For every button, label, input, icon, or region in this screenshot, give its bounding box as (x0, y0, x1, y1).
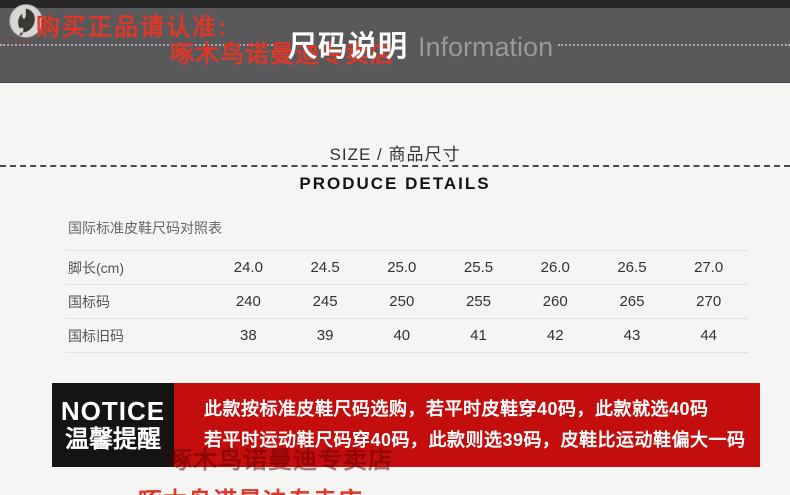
table-row-old-code: 国标旧码 38 39 40 41 42 43 44 (66, 318, 747, 353)
table-cell: 255 (466, 293, 492, 310)
table-cell: 42 (546, 327, 564, 344)
table-cell: 40 (393, 327, 411, 344)
table-cell: 44 (700, 327, 718, 344)
table-cell: 245 (312, 293, 338, 310)
row-label: 国标码 (68, 293, 110, 310)
notice-message: 此款按标准皮鞋尺码选购，若平时皮鞋穿40码，此款就选40码 若平时运动鞋尺码穿4… (174, 383, 760, 467)
table-cell: 25.5 (463, 259, 494, 276)
authenticity-watermark-brand: 啄木鸟诺曼迪专卖店 (170, 41, 395, 68)
section-title-en: Information (418, 32, 554, 62)
brand-mini-label: 啄木鸟 (7, 39, 34, 46)
table-cell: 24.0 (233, 259, 263, 276)
header: 啄木鸟 购买正品请认准: 啄木鸟诺曼迪专卖店 尺码说明 Information (0, 0, 790, 83)
notice-message-line2: 若平时运动鞋尺码穿40码，此款则选39码，皮鞋比运动鞋偏大一码 (204, 430, 746, 450)
notice-label-cn: 温馨提醒 (65, 425, 161, 453)
notice-label-box: NOTICE 温馨提醒 (52, 383, 174, 467)
notice-label-en: NOTICE (60, 395, 166, 426)
table-cell: 24.5 (310, 259, 340, 276)
table-cell: 250 (389, 293, 415, 310)
authenticity-watermark-line1: 购买正品请认准: (36, 14, 228, 41)
table-cell: 26.0 (540, 259, 570, 276)
table-cell: 38 (240, 327, 257, 344)
section-title: 尺码说明 Information (288, 23, 553, 65)
table-row-national-code: 国标码 240 245 250 255 260 265 270 (66, 284, 747, 318)
row-label: 脚长(cm) (68, 259, 124, 276)
produce-details-heading: PRODUCE DETAILS (299, 174, 491, 193)
dotted-divider-right (558, 44, 790, 46)
woodpecker-badge-icon (9, 4, 43, 38)
table-row-foot-length: 脚长(cm) 24.0 24.5 25.0 25.5 26.0 26.5 27.… (66, 250, 747, 284)
table-cell: 27.0 (694, 259, 724, 276)
row-label: 国标旧码 (68, 327, 124, 344)
table-cell: 41 (470, 327, 487, 344)
header-top-strip (0, 0, 790, 8)
table-cell: 240 (235, 293, 261, 310)
dotted-divider-left (0, 44, 276, 46)
section-title-cn: 尺码说明 (288, 31, 409, 63)
dashed-divider (0, 165, 790, 167)
notice-message-line1: 此款按标准皮鞋尺码选购，若平时皮鞋穿40码，此款就选40码 (204, 399, 709, 419)
size-table-caption: 国际标准皮鞋尺码对照表 (68, 220, 222, 236)
table-cell: 260 (542, 293, 568, 310)
table-cell: 39 (316, 327, 334, 344)
table-cell: 43 (623, 327, 641, 344)
banner-watermark-brand: 啄木鸟诺曼迪专卖店 (168, 447, 393, 474)
size-table: 脚长(cm) 24.0 24.5 25.0 25.5 26.0 26.5 27.… (66, 250, 747, 353)
size-heading: SIZE / 商品尺寸 (329, 145, 461, 164)
notice-banner: NOTICE 温馨提醒 此款按标准皮鞋尺码选购，若平时皮鞋穿40码，此款就选40… (52, 383, 760, 474)
table-cell: 270 (696, 293, 722, 310)
table-cell: 25.0 (387, 259, 417, 276)
table-cell: 265 (619, 293, 645, 310)
table-cell: 26.5 (617, 259, 647, 276)
bottom-watermark-brand: 啄木鸟诺曼迪专卖店 (138, 481, 363, 495)
